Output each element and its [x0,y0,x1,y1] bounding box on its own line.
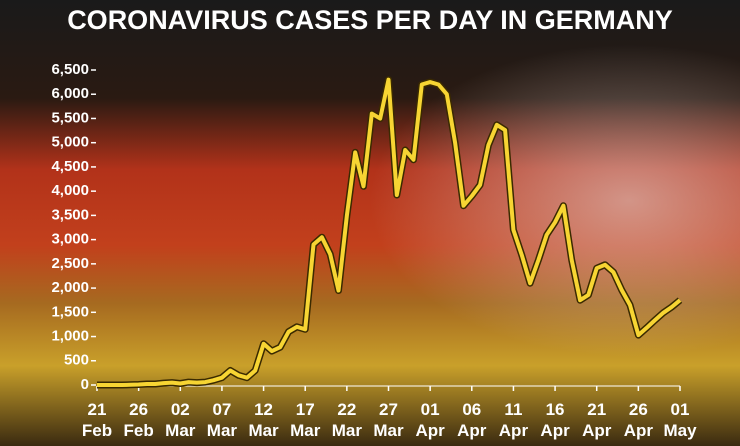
x-tick-label: 17 Mar [290,400,321,440]
x-tick-label: 07 Mar [206,400,238,440]
y-tick-label: 6,500 [51,61,89,78]
x-tick-label: 21 Feb [81,400,113,440]
x-tick-label: 02 Mar [165,400,196,440]
y-tick-label: 1,000 [51,328,89,345]
x-tick-label: 21 Apr [582,400,612,440]
y-tick-label: 4,000 [51,182,89,199]
y-tick-label: 4,500 [51,158,89,175]
y-tick-label: 0 [81,376,89,393]
x-tick-label: 26 Feb [123,400,154,440]
x-tick-label: 26 Apr [623,400,653,440]
y-tick-label: 2,500 [51,255,89,272]
line [97,77,682,387]
x-tick-label: 01 May [663,400,697,440]
chart-title: CORONAVIRUS CASES PER DAY IN GERMANY [67,5,673,35]
y-tick-label: 5,000 [51,134,89,151]
y-tick-label: 2,000 [51,279,89,296]
x-tick-label: 12 Mar [248,400,279,440]
y-tick-label: 3,000 [51,231,89,248]
x-tick-label: 06 Apr [457,400,487,440]
y-tick-label: 500 [64,352,89,369]
y-tick-label: 1,500 [51,303,89,320]
y-tick-label: 6,000 [51,85,89,102]
x-tick-label: 11 Apr [498,400,529,440]
y-tick-label: 3,500 [51,206,89,223]
y-tick-label: 5,500 [51,109,89,126]
x-tick-label: 22 Mar [331,400,362,440]
x-tick-label: 16 Apr [540,400,570,440]
x-tick-label: 01 Apr [415,400,445,440]
x-tick-label: 27 Mar [373,400,404,440]
